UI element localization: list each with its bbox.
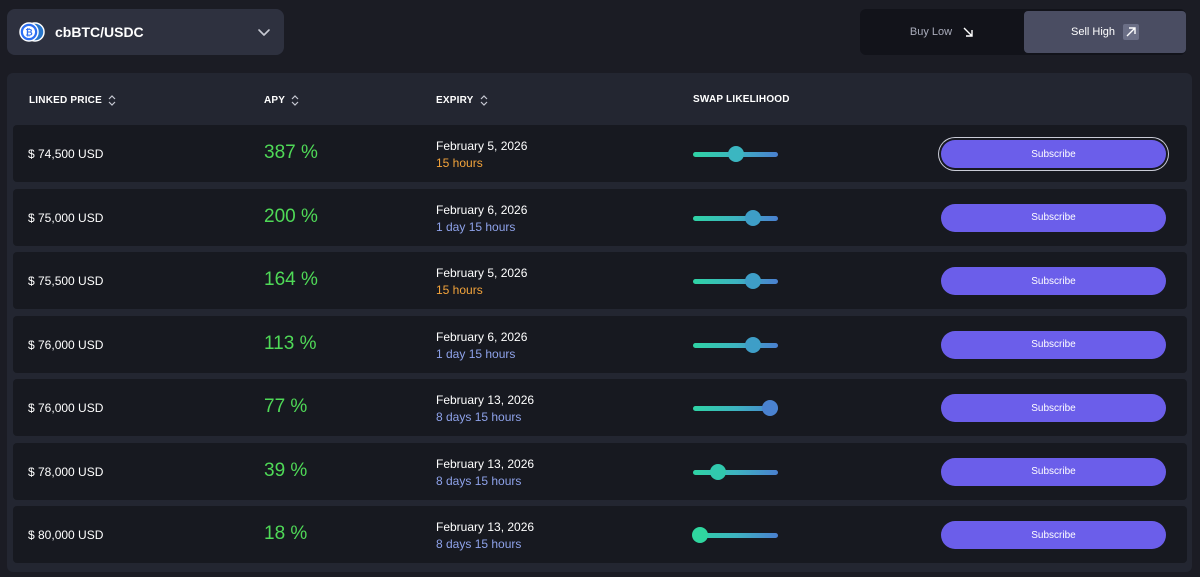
table-row: $ 78,000 USD 39 % February 13, 2026 8 da…	[13, 442, 1187, 500]
header-expiry[interactable]: EXPIRY	[436, 94, 489, 107]
swap-likelihood-knob	[745, 336, 762, 353]
swap-likelihood-bar	[693, 400, 778, 416]
subscribe-button[interactable]: Subscribe	[941, 394, 1166, 422]
pair-selector[interactable]: ₿ cbBTC/USDC	[7, 9, 284, 55]
swap-likelihood-knob	[745, 273, 762, 289]
expiry-date: February 6, 2026	[436, 202, 528, 217]
btc-usdc-icon: ₿	[19, 19, 45, 45]
table-row: $ 76,000 USD 113 % February 6, 2026 1 da…	[13, 315, 1187, 373]
expiry-remaining: 1 day 15 hours	[436, 219, 516, 234]
pair-label: cbBTC/USDC	[55, 24, 144, 40]
arrow-down-right-icon	[960, 24, 976, 40]
sell-high-button[interactable]: Sell High	[1024, 11, 1186, 53]
subscribe-button[interactable]: Subscribe	[941, 203, 1166, 232]
expiry-remaining: 1 day 15 hours	[436, 346, 516, 361]
expiry-remaining: 15 hours	[436, 156, 483, 170]
subscribe-button[interactable]: Subscribe	[941, 267, 1166, 295]
table-row: $ 75,000 USD 200 % February 6, 2026 1 da…	[13, 188, 1187, 246]
options-table: LINKED PRICE APY EXPIRY SWAP LIKELIHOOD …	[7, 73, 1192, 572]
sell-high-label: Sell High	[1070, 26, 1116, 38]
buy-low-button[interactable]: Buy Low	[862, 11, 1024, 53]
swap-likelihood-bar	[691, 527, 778, 543]
direction-toggle: Buy Low Sell High	[860, 9, 1186, 55]
chevron-down-icon[interactable]	[256, 24, 272, 40]
apy-value: 77 %	[264, 396, 308, 417]
expiry-remaining: 8 days 15 hours	[436, 537, 522, 551]
linked-price: $ 80,000 USD	[28, 528, 104, 542]
swap-likelihood-bar	[693, 146, 778, 162]
linked-price: $ 74,500 USD	[28, 147, 104, 161]
apy-value: 387 %	[264, 142, 318, 163]
swap-likelihood-bar	[693, 336, 778, 353]
table-row: $ 76,000 USD 77 % February 13, 2026 8 da…	[13, 379, 1187, 436]
sort-icon	[479, 94, 489, 107]
linked-price: $ 76,000 USD	[28, 401, 104, 415]
swap-likelihood-bar	[693, 463, 778, 480]
linked-price: $ 76,000 USD	[28, 337, 104, 352]
expiry-date: February 13, 2026	[436, 393, 535, 407]
linked-price: $ 75,500 USD	[28, 274, 104, 288]
swap-likelihood-knob	[745, 209, 762, 226]
swap-likelihood-knob	[761, 400, 778, 416]
expiry-remaining: 8 days 15 hours	[436, 410, 522, 424]
subscribe-button[interactable]: Subscribe	[941, 521, 1166, 549]
linked-price: $ 75,000 USD	[28, 210, 104, 225]
expiry-date: February 5, 2026	[436, 266, 528, 280]
expiry-date: February 6, 2026	[436, 329, 528, 344]
linked-price: $ 78,000 USD	[28, 464, 104, 479]
subscribe-button[interactable]: Subscribe	[941, 330, 1166, 359]
subscribe-button[interactable]: Subscribe	[941, 457, 1166, 486]
swap-likelihood-knob	[691, 527, 708, 543]
header-apy-label: APY	[264, 95, 286, 106]
apy-value: 164 %	[264, 269, 318, 290]
table-row: $ 80,000 USD 18 % February 13, 2026 8 da…	[13, 506, 1187, 563]
swap-likelihood-knob	[728, 146, 745, 162]
svg-text:₿: ₿	[25, 28, 32, 39]
header-linked-price[interactable]: LINKED PRICE	[29, 94, 117, 107]
buy-low-label: Buy Low	[909, 26, 953, 38]
sort-icon	[290, 94, 300, 107]
table-row: $ 75,500 USD 164 % February 5, 2026 15 h…	[13, 252, 1187, 309]
expiry-date: February 13, 2026	[436, 456, 535, 471]
arrow-up-right-icon	[1123, 24, 1140, 40]
table-header: LINKED PRICE APY EXPIRY SWAP LIKELIHOOD	[7, 73, 1192, 125]
expiry-remaining: 15 hours	[436, 283, 483, 297]
swap-likelihood-knob	[709, 463, 726, 480]
header-swap-likelihood: SWAP LIKELIHOOD	[693, 94, 790, 105]
expiry-date: February 13, 2026	[436, 520, 535, 534]
expiry-date: February 5, 2026	[436, 139, 528, 153]
subscribe-button[interactable]: Subscribe	[941, 140, 1166, 168]
apy-value: 39 %	[264, 459, 308, 481]
sort-icon	[107, 94, 117, 107]
apy-value: 18 %	[264, 523, 308, 544]
apy-value: 200 %	[264, 205, 318, 227]
expiry-remaining: 8 days 15 hours	[436, 473, 522, 488]
header-swap-likelihood-label: SWAP LIKELIHOOD	[693, 94, 790, 105]
header-expiry-label: EXPIRY	[436, 95, 474, 106]
header-linked-price-label: LINKED PRICE	[29, 95, 102, 106]
table-row: $ 74,500 USD 387 % February 5, 2026 15 h…	[13, 125, 1187, 182]
swap-likelihood-bar	[693, 209, 778, 226]
header-apy[interactable]: APY	[264, 94, 300, 107]
apy-value: 113 %	[264, 332, 317, 354]
swap-likelihood-bar	[693, 273, 778, 289]
